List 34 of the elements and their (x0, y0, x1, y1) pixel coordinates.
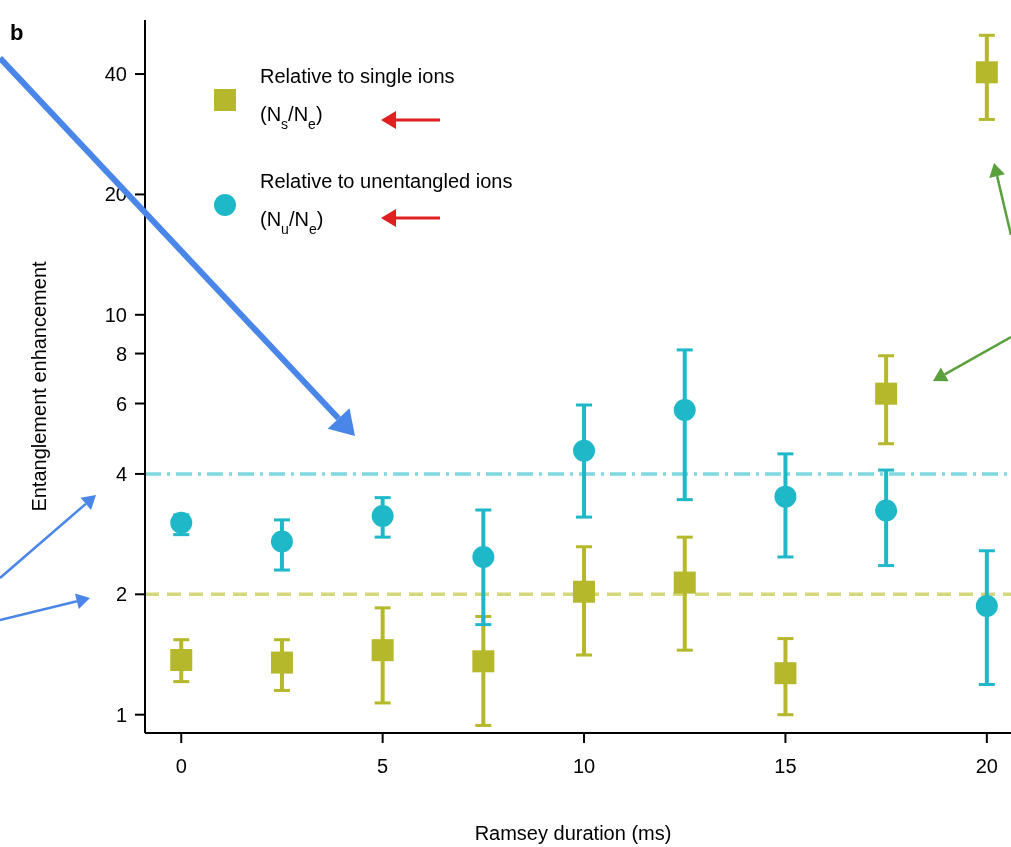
y-tick-label: 40 (104, 63, 127, 86)
y-tick-label: 2 (115, 583, 127, 606)
x-tick-label: 5 (377, 755, 389, 777)
legend-label: Relative to single ions (N$_{s}$/N$_{e}$) (260, 65, 455, 132)
point (774, 662, 797, 685)
point (573, 580, 596, 603)
point (975, 594, 998, 617)
y-tick-label: 6 (115, 392, 127, 415)
x-tick-label: 15 (774, 755, 797, 777)
point (371, 504, 394, 527)
point (270, 530, 293, 553)
x-axis-title: Ramsey duration (ms) (474, 822, 672, 844)
point (673, 399, 696, 422)
y-axis-title: Entanglement enhancement (28, 260, 50, 512)
point (875, 499, 898, 522)
point (472, 545, 495, 568)
x-tick-label: 20 (975, 755, 998, 777)
text: b (10, 20, 24, 45)
point (573, 439, 596, 462)
point (371, 639, 394, 662)
point (270, 651, 293, 674)
y-tick-label: 4 (115, 462, 127, 485)
point (170, 649, 193, 672)
x-tick-label: 10 (572, 755, 596, 777)
point (975, 61, 998, 84)
point (875, 382, 898, 405)
x-tick-label: 0 (175, 755, 187, 777)
point (774, 485, 797, 508)
y-tick-label: 1 (115, 703, 127, 726)
legend-label: Relative to unentangled ions (N$_{u}$/N$_{e}$) (260, 170, 513, 237)
y-tick-label: 8 (115, 342, 127, 365)
point (673, 571, 696, 594)
point (472, 650, 495, 673)
y-tick-label: 10 (104, 303, 127, 326)
